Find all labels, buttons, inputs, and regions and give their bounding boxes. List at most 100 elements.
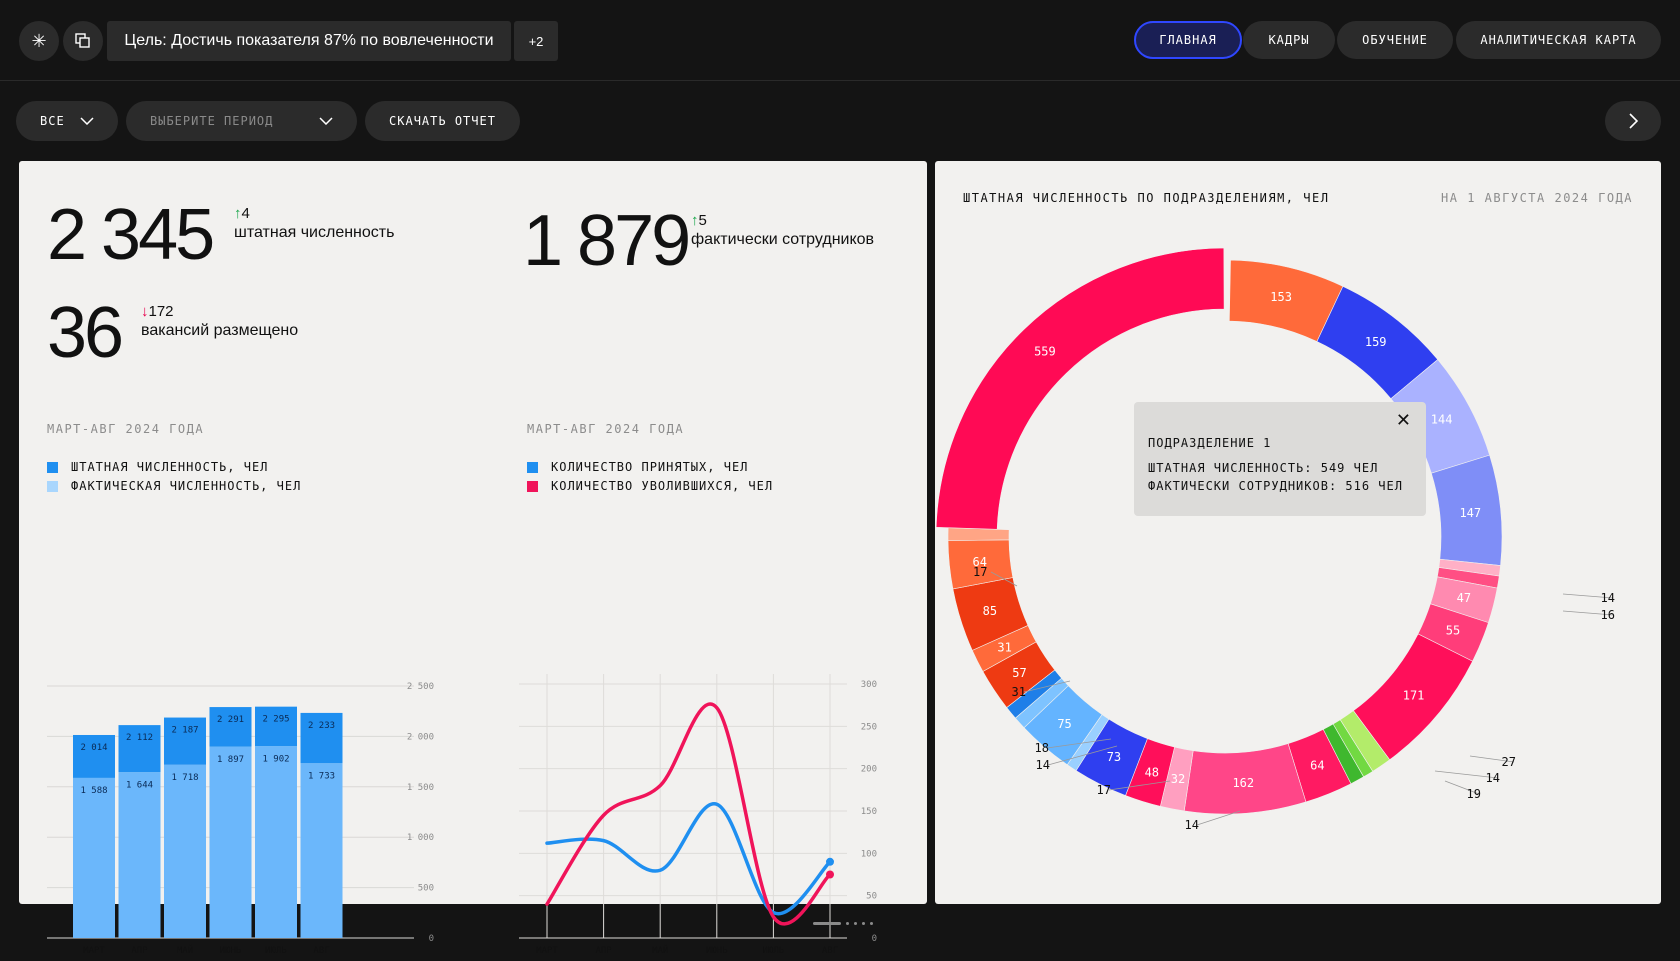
line-end-point xyxy=(826,870,834,879)
slice-value-label: 55 xyxy=(1446,624,1460,638)
y-tick-label: 100 xyxy=(861,849,877,859)
legend-item: КОЛИЧЕСТВО УВОЛИВШИХСЯ, ЧЕЛ xyxy=(527,479,773,493)
bar-label-staff: 2 187 xyxy=(171,726,198,736)
left-panel: 2 345 ↑4 штатная численность 1 879 ↑5 фа… xyxy=(19,161,927,956)
bar-staff xyxy=(255,706,297,747)
slice-value-label: 75 xyxy=(1057,717,1071,731)
pager-dot[interactable] xyxy=(846,922,849,925)
bar-label-staff: 2 233 xyxy=(308,721,335,731)
bar-label-actual: 1 718 xyxy=(171,773,198,783)
legend-label: КОЛИЧЕСТВО ПРИНЯТЫХ, ЧЕЛ xyxy=(551,460,749,474)
tab-staff[interactable]: КАДРЫ xyxy=(1243,21,1335,59)
chevron-down-icon xyxy=(319,117,333,125)
y-tick-label: 1 000 xyxy=(407,833,434,843)
scope-select-value: ВСЕ xyxy=(40,114,65,128)
legend-swatch xyxy=(527,461,538,473)
chevron-right-icon xyxy=(1629,113,1638,129)
leader-line xyxy=(1047,745,1118,766)
leader-line xyxy=(1562,610,1614,616)
slice-value-label: 73 xyxy=(1107,750,1121,764)
goal-banner[interactable]: Цель: Достичь показателя 87% по вовлечен… xyxy=(107,21,511,61)
tooltip-title: ПОДРАЗДЕЛЕНИЕ 1 xyxy=(1148,436,1272,450)
slice-value-label: 171 xyxy=(1403,689,1425,703)
outer-label: 17 xyxy=(973,565,987,579)
outer-label: 14 xyxy=(1036,758,1050,772)
period-select[interactable]: ВЫБЕРИТЕ ПЕРИОД xyxy=(126,101,357,141)
line-hires xyxy=(545,802,832,916)
bar-actual xyxy=(164,764,206,938)
y-tick-label: 0 xyxy=(872,934,877,944)
slice-value-label: 64 xyxy=(973,555,987,569)
outer-label: 14 xyxy=(1601,591,1615,605)
next-page-button[interactable] xyxy=(1605,101,1661,141)
slice-value-label: 48 xyxy=(1145,765,1159,779)
slice-value-label: 147 xyxy=(1459,506,1481,520)
bar-label-staff: 2 295 xyxy=(262,715,289,725)
pager-dot[interactable] xyxy=(862,922,865,925)
tab-main[interactable]: ГЛАВНАЯ xyxy=(1134,21,1242,59)
copy-icon[interactable] xyxy=(63,21,103,61)
x-tick-label: ИЮЛЬ xyxy=(265,946,287,956)
leader-line xyxy=(1434,770,1499,779)
bar-label-actual: 1 644 xyxy=(126,780,153,790)
kpi-staff-delta-value: 4 xyxy=(241,205,250,222)
slice-value-label: 162 xyxy=(1232,776,1254,790)
slice-value-label: 144 xyxy=(1431,412,1453,426)
outer-label: 14 xyxy=(1486,771,1500,785)
legend-label: ФАКТИЧЕСКАЯ ЧИСЛЕННОСТЬ, ЧЕЛ xyxy=(71,479,302,493)
tab-training[interactable]: ОБУЧЕНИЕ xyxy=(1337,21,1453,59)
kpi-vacancies-delta: ↓172 xyxy=(141,303,174,320)
legend-swatch xyxy=(47,480,58,492)
slice-value-label: 47 xyxy=(1457,591,1471,605)
bar-actual xyxy=(300,763,343,938)
pager-active[interactable] xyxy=(813,922,841,925)
department-donut-chart: 1531591441474755171641623248737557318564… xyxy=(935,247,1615,832)
bar-label-staff: 2 014 xyxy=(80,743,107,753)
bar-staff xyxy=(118,725,161,773)
period-select-placeholder: ВЫБЕРИТЕ ПЕРИОД xyxy=(150,114,274,128)
extra-goals-badge[interactable]: +2 xyxy=(514,21,558,61)
bar-label-actual: 1 733 xyxy=(308,771,335,781)
donut-title: ШТАТНАЯ ЧИСЛЕННОСТЬ ПО ПОДРАЗДЕЛЕНИЯМ, Ч… xyxy=(963,191,1330,205)
legend-label: ШТАТНАЯ ЧИСЛЕННОСТЬ, ЧЕЛ xyxy=(71,460,269,474)
bar-actual xyxy=(255,746,297,938)
outer-label: 27 xyxy=(1502,755,1516,769)
leader-line xyxy=(1562,593,1614,599)
pager-dot[interactable] xyxy=(870,922,873,925)
department-tooltip: ✕ ПОДРАЗДЕЛЕНИЕ 1 ШТАТНАЯ ЧИСЛЕННОСТЬ: 5… xyxy=(1134,402,1426,516)
scope-select[interactable]: ВСЕ xyxy=(16,101,118,141)
tooltip-line-staff: ШТАТНАЯ ЧИСЛЕННОСТЬ: 549 ЧЕЛ xyxy=(1148,461,1379,475)
leader-line xyxy=(1108,780,1171,791)
outer-label: 18 xyxy=(1035,741,1049,755)
leader-line xyxy=(1046,738,1112,749)
slice-value-label: 31 xyxy=(997,640,1011,654)
y-tick-label: 300 xyxy=(861,680,877,690)
x-tick-label: АВГ xyxy=(822,946,838,956)
close-icon[interactable]: ✕ xyxy=(1395,410,1412,431)
pager-dot[interactable] xyxy=(854,922,857,925)
leader-line xyxy=(1023,680,1071,693)
bar-staff xyxy=(300,712,343,764)
legend-item: ФАКТИЧЕСКАЯ ЧИСЛЕННОСТЬ, ЧЕЛ xyxy=(47,479,301,493)
x-tick-label: МАРТ xyxy=(536,946,558,956)
download-report-button[interactable]: СКАЧАТЬ ОТЧЕТ xyxy=(365,101,520,141)
slice-value-label: 153 xyxy=(1270,290,1292,304)
x-tick-label: АВГ xyxy=(313,946,329,956)
x-tick-label: ИЮНЬ xyxy=(220,946,242,956)
slice-value-label: 32 xyxy=(1171,772,1185,786)
y-tick-label: 1 500 xyxy=(407,783,434,793)
tab-analytics-map[interactable]: АНАЛИТИЧЕСКАЯ КАРТА xyxy=(1456,21,1661,59)
asterisk-icon[interactable]: ✳ xyxy=(19,21,59,61)
kpi-staff-delta: ↑4 xyxy=(234,205,250,222)
chevron-down-icon xyxy=(80,117,94,125)
arrow-up-icon: ↑ xyxy=(691,212,699,229)
leader-line xyxy=(1196,810,1241,826)
outer-label: 31 xyxy=(1012,685,1026,699)
bar-label-staff: 2 291 xyxy=(217,715,244,725)
slice-value-label: 559 xyxy=(1034,345,1056,359)
legend-item: ШТАТНАЯ ЧИСЛЕННОСТЬ, ЧЕЛ xyxy=(47,460,268,474)
bar-chart-subtitle: МАРТ-АВГ 2024 ГОДА xyxy=(47,422,205,436)
y-tick-label: 2 500 xyxy=(407,682,434,692)
outer-label: 14 xyxy=(1185,818,1199,832)
x-tick-label: ИЮЛЬ xyxy=(763,946,785,956)
